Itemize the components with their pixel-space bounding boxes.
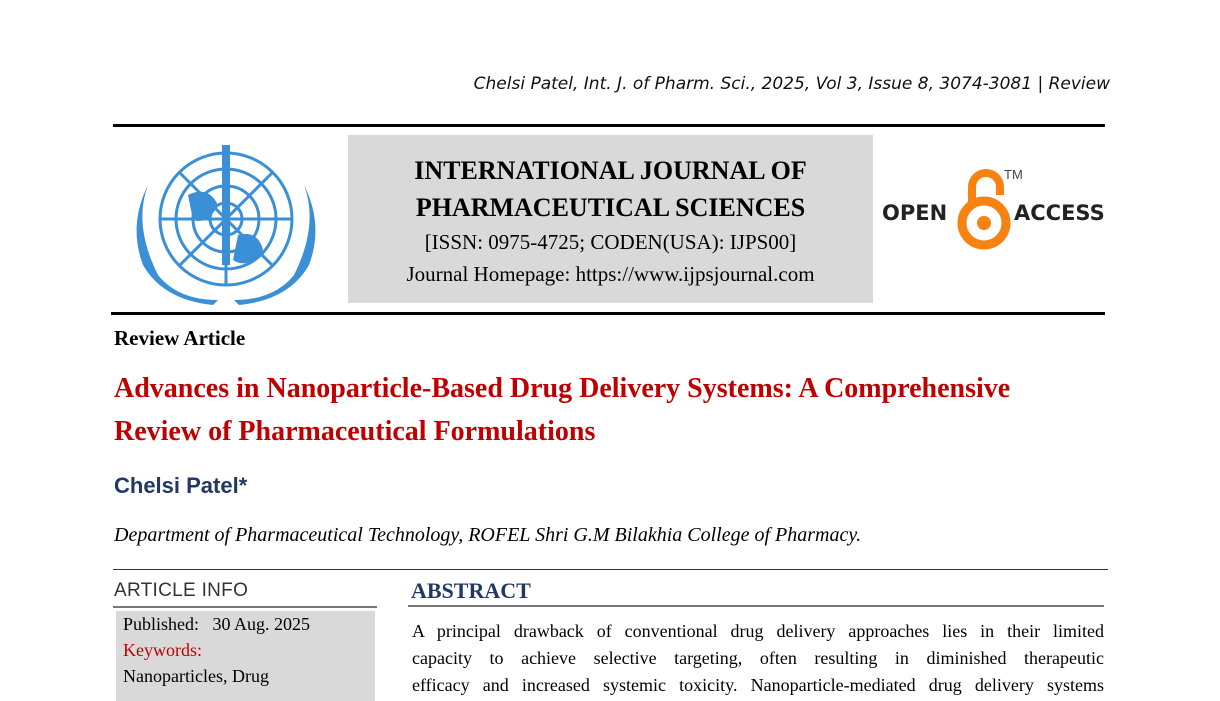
abstract-text: A principal drawback of conventional dru… [412, 618, 1104, 699]
published-date: 30 Aug. 2025 [212, 614, 311, 634]
journal-title-box: INTERNATIONAL JOURNAL OF PHARMACEUTICAL … [348, 135, 873, 303]
open-access-logo: OPEN TM ACCESS [880, 165, 1110, 255]
keywords: Nanoparticles, Drug [123, 666, 269, 686]
article-info-box: Published: 30 Aug. 2025 Keywords: Nanopa… [116, 611, 375, 701]
keywords-label: Keywords: [123, 640, 202, 660]
article-title: Advances in Nanoparticle-Based Drug Deli… [114, 373, 1011, 447]
article-info-rule [113, 606, 377, 608]
published-label: Published: [123, 614, 200, 634]
journal-homepage[interactable]: Journal Homepage: https://www.ijpsjourna… [406, 262, 815, 286]
top-rule [113, 124, 1105, 127]
trademark: TM [1004, 167, 1023, 182]
journal-title-line1: INTERNATIONAL JOURNAL OF [414, 156, 807, 185]
header-bottom-rule [111, 312, 1105, 315]
published-row: Published: 30 Aug. 2025 [123, 611, 368, 637]
abstract-line: A principal drawback of conventional dru… [412, 621, 1104, 641]
open-label: OPEN [882, 201, 948, 225]
article-type: Review Article [114, 326, 246, 350]
open-lock-icon [957, 169, 1011, 250]
journal-issn: [ISSN: 0975-4725; CODEN(USA): IJPS00] [424, 230, 797, 254]
abstract-line: capacity to achieve selective targeting,… [412, 648, 1104, 668]
journal-logo-icon [136, 145, 316, 305]
article-info-heading: ARTICLE INFO [114, 580, 249, 601]
author-affiliation: Department of Pharmaceutical Technology,… [114, 524, 862, 546]
abstract-line: efficacy and increased systemic toxicity… [412, 675, 1104, 695]
abstract-rule [408, 605, 1104, 607]
access-label: ACCESS [1014, 201, 1105, 225]
citation-header: Chelsi Patel, Int. J. of Pharm. Sci., 20… [473, 74, 1110, 94]
section-rule [113, 569, 1108, 570]
journal-title-line2: PHARMACEUTICAL SCIENCES [415, 193, 806, 222]
author-name[interactable]: Chelsi Patel* [114, 473, 248, 498]
abstract-heading: ABSTRACT [411, 578, 531, 603]
